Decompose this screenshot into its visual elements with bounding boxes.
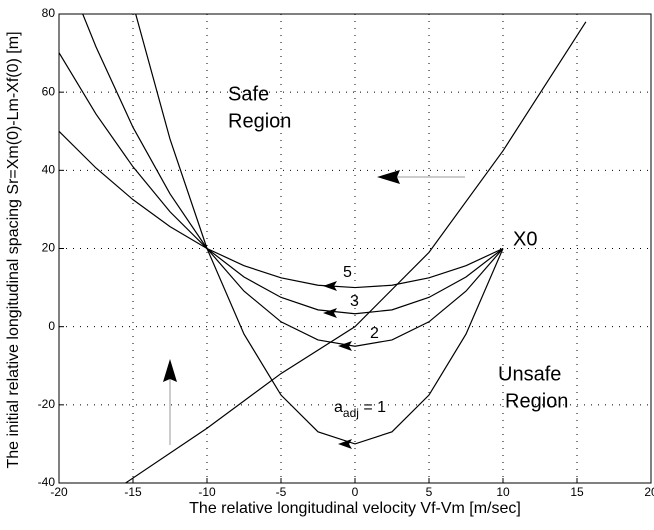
y-tick-label: 0 bbox=[48, 319, 55, 333]
arrow-head bbox=[323, 308, 337, 318]
x-tick-label: 5 bbox=[426, 485, 433, 499]
x-tick-label: -20 bbox=[50, 485, 68, 499]
x-tick-label: 10 bbox=[496, 485, 510, 499]
curve-label-rest: = 1 bbox=[359, 399, 386, 416]
y-tick-label: 20 bbox=[42, 241, 56, 255]
curve-label-sub: adj bbox=[343, 406, 359, 420]
curve-label: 2 bbox=[370, 325, 379, 342]
line bbox=[59, 52, 504, 315]
x-tick-label: -10 bbox=[198, 485, 216, 499]
line bbox=[59, 130, 504, 289]
unsafe-label: Unsafe bbox=[498, 363, 561, 385]
line bbox=[135, 14, 504, 445]
unsafe-label: Region bbox=[505, 390, 568, 412]
y-tick-label: 60 bbox=[42, 84, 56, 98]
y-tick-label: -20 bbox=[38, 397, 56, 411]
arrow-head bbox=[377, 170, 400, 184]
arrows bbox=[163, 170, 465, 449]
x-tick-label: -15 bbox=[124, 485, 142, 499]
start-label: X0 bbox=[513, 228, 537, 250]
plot-lines bbox=[59, 14, 587, 483]
x-tick-label: 20 bbox=[644, 485, 654, 499]
x-tick-label: 0 bbox=[352, 485, 359, 499]
curve-label: aadj = 1 bbox=[334, 399, 386, 420]
arrow-head bbox=[163, 359, 177, 382]
x-axis-label: The relative longitudinal velocity Vf-Vm… bbox=[189, 500, 521, 517]
x-tick-label: 15 bbox=[570, 485, 584, 499]
line bbox=[125, 21, 587, 483]
y-axis-label: The initial relative longitudinal spacin… bbox=[5, 31, 22, 468]
y-tick-label: 40 bbox=[42, 163, 56, 177]
y-tick-label: -40 bbox=[38, 475, 56, 489]
arrow-head bbox=[338, 341, 352, 351]
y-tick-label: 80 bbox=[42, 6, 56, 20]
safe-label: Region bbox=[228, 110, 291, 132]
curve-label: 5 bbox=[343, 264, 352, 281]
x-tick-label: -5 bbox=[276, 485, 287, 499]
safe-label: Safe bbox=[228, 83, 269, 105]
curve-label-base: a bbox=[334, 399, 343, 416]
line bbox=[82, 14, 504, 347]
